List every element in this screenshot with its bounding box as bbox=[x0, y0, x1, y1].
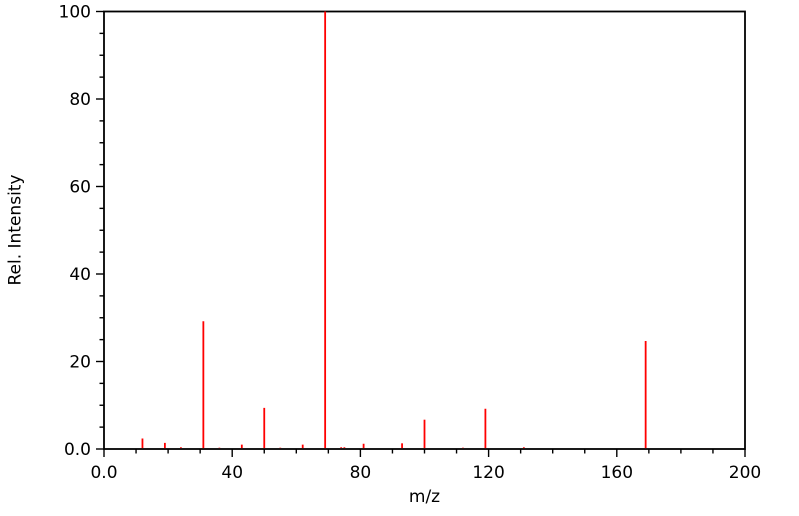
y-tick-label: 80 bbox=[69, 90, 91, 110]
y-tick-label: 100 bbox=[59, 3, 91, 23]
y-tick-label: 20 bbox=[69, 353, 91, 373]
x-tick-label: 0.0 bbox=[90, 463, 117, 483]
x-tick-label: 200 bbox=[729, 463, 761, 483]
y-tick-label: 40 bbox=[69, 265, 91, 285]
x-tick-label: 160 bbox=[601, 463, 633, 483]
x-axis-title: m/z bbox=[408, 487, 441, 507]
x-tick-label: 120 bbox=[472, 463, 504, 483]
x-tick-label: 80 bbox=[350, 463, 372, 483]
y-tick-label: 60 bbox=[69, 178, 91, 198]
y-axis-title: Rel. Intensity bbox=[5, 174, 26, 286]
y-tick-label: 0.0 bbox=[64, 440, 91, 460]
x-tick-label: 40 bbox=[221, 463, 243, 483]
plot-frame bbox=[103, 10, 746, 450]
